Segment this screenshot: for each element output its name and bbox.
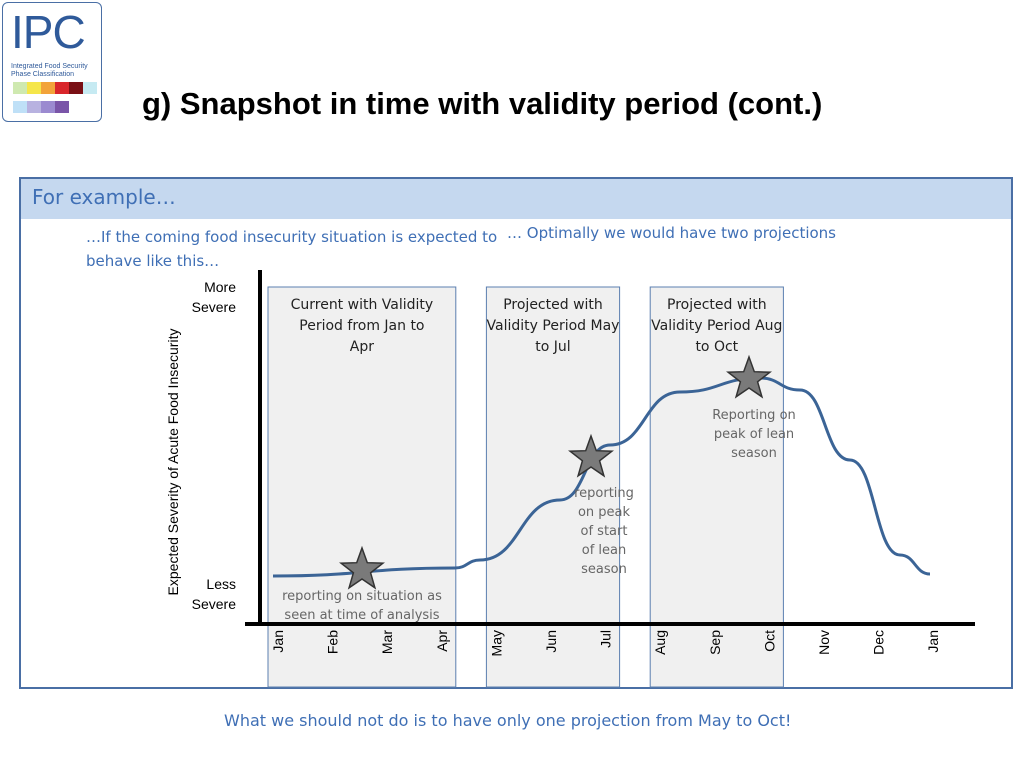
severity-curve bbox=[272, 376, 931, 578]
example-box-header: For example… bbox=[21, 179, 1011, 219]
panel-title: Validity Period Aug bbox=[651, 318, 782, 334]
logo-subtitle: Integrated Food Security Phase Classific… bbox=[11, 63, 99, 79]
phase-swatch bbox=[13, 101, 27, 113]
logo-subtitle-line2: Phase Classification bbox=[11, 71, 75, 78]
panel-title: Apr bbox=[350, 339, 374, 355]
month-tick-label: Aug bbox=[652, 630, 668, 655]
star-caption: of start bbox=[581, 524, 628, 539]
star-icon bbox=[568, 433, 614, 478]
month-tick-label: Apr bbox=[434, 630, 450, 652]
phase-swatch bbox=[27, 82, 41, 94]
panel-title: Validity Period May bbox=[487, 318, 620, 334]
panel-title: Current with Validity bbox=[291, 297, 434, 313]
month-tick-label: Dec bbox=[871, 630, 887, 655]
month-tick-label: May bbox=[488, 630, 504, 656]
example-label: For example… bbox=[32, 185, 176, 209]
star-caption: season bbox=[731, 446, 777, 461]
y-bottom-label: Less bbox=[206, 576, 236, 592]
phase-swatch bbox=[13, 82, 27, 94]
star-icon bbox=[726, 354, 772, 399]
y-axis-label: Expected Severity of Acute Food Insecuri… bbox=[165, 329, 181, 596]
month-tick-label: Jun bbox=[543, 630, 559, 653]
panel-title: to Oct bbox=[695, 339, 738, 355]
phase-swatch bbox=[83, 82, 97, 94]
panel-title: Projected with bbox=[667, 297, 767, 313]
note-right: … Optimally we would have two projection… bbox=[507, 224, 836, 242]
panel-title: Projected with bbox=[503, 297, 603, 313]
logo-phase-swatches bbox=[13, 82, 97, 120]
star-icon bbox=[339, 545, 385, 590]
month-tick-label: Jan bbox=[925, 630, 941, 653]
note-left: …If the coming food insecurity situation… bbox=[86, 228, 498, 270]
ipc-logo: IPC Integrated Food Security Phase Class… bbox=[2, 2, 102, 122]
star-caption: of lean bbox=[582, 543, 626, 558]
star-caption: reporting bbox=[574, 486, 634, 501]
month-tick-label: Jul bbox=[598, 630, 614, 648]
validity-panel bbox=[485, 286, 621, 688]
validity-panel bbox=[267, 286, 457, 688]
phase-swatch bbox=[55, 101, 69, 113]
logo-wordmark: IPC bbox=[11, 6, 86, 58]
month-tick-label: Jan bbox=[270, 630, 286, 653]
star-caption: reporting on situation as bbox=[282, 589, 442, 604]
phase-swatch bbox=[41, 101, 55, 113]
bottom-note: What we should not do is to have only on… bbox=[224, 711, 792, 730]
month-tick-label: Sep bbox=[707, 630, 723, 655]
y-top-label: More bbox=[204, 279, 236, 295]
month-tick-label: Mar bbox=[379, 630, 395, 654]
month-tick-label: Feb bbox=[325, 630, 341, 654]
star-caption: peak of lean bbox=[714, 427, 794, 442]
y-top-label: Severe bbox=[192, 299, 237, 315]
month-tick-label: Nov bbox=[816, 630, 832, 655]
phase-swatch bbox=[27, 101, 41, 113]
panel-title: to Jul bbox=[535, 339, 570, 355]
panel-title: Period from Jan to bbox=[299, 318, 424, 334]
star-caption: season bbox=[581, 562, 627, 577]
star-caption: seen at time of analysis bbox=[284, 608, 439, 623]
phase-swatch bbox=[55, 82, 69, 94]
slide-title: g) Snapshot in time with validity period… bbox=[142, 86, 823, 121]
phase-swatch bbox=[41, 82, 55, 94]
logo-subtitle-line1: Integrated Food Security bbox=[11, 63, 88, 70]
validity-panel bbox=[649, 286, 784, 688]
star-caption: on peak bbox=[578, 505, 631, 520]
phase-swatch bbox=[69, 82, 83, 94]
y-bottom-label: Severe bbox=[192, 596, 237, 612]
month-tick-label: Oct bbox=[761, 630, 777, 652]
star-caption: Reporting on bbox=[712, 408, 796, 423]
